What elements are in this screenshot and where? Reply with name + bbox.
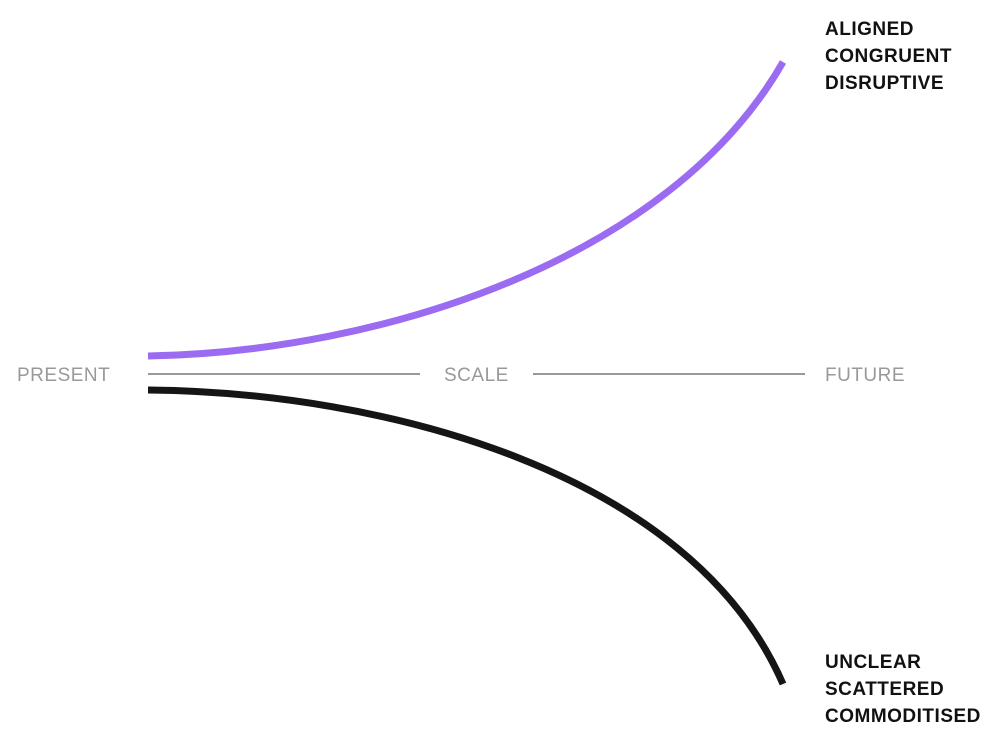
upper-outcome-label: CONGRUENT [825, 46, 952, 67]
axis-label-present: PRESENT [17, 365, 111, 386]
lower-outcome-label: SCATTERED [825, 679, 945, 700]
axis-label-scale: SCALE [444, 365, 509, 386]
lower-outcome-label: UNCLEAR [825, 652, 922, 673]
lower-outcome-label: COMMODITISED [825, 706, 981, 727]
upper-outcome-labels: ALIGNED CONGRUENT DISRUPTIVE [825, 16, 952, 97]
axis-line-left [148, 373, 420, 375]
lower-outcome-labels: UNCLEAR SCATTERED COMMODITISED [825, 649, 981, 730]
upper-path-curve [147, 60, 787, 360]
axis-label-future: FUTURE [825, 365, 906, 386]
upper-outcome-label: DISRUPTIVE [825, 73, 945, 94]
upper-outcome-label: ALIGNED [825, 19, 914, 40]
axis-line-right [533, 373, 805, 375]
lower-path-curve [147, 386, 787, 686]
